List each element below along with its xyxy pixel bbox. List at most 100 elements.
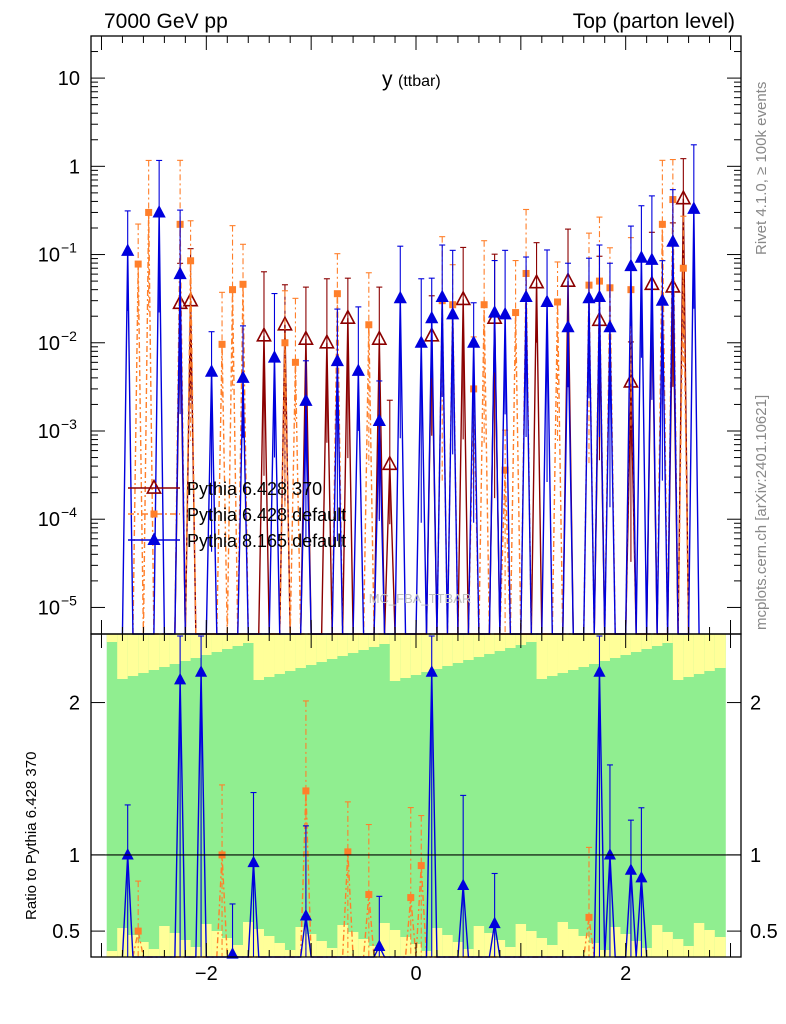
data-point-marker (480, 301, 488, 309)
ratio-uncertainty-band (232, 634, 244, 646)
ratio-uncertainty-band (148, 949, 160, 957)
data-point-marker (318, 333, 335, 349)
data-point-marker (645, 252, 659, 265)
data-point-marker (339, 309, 356, 325)
data-point-marker (291, 358, 299, 366)
y-tick-exponent: −2 (61, 328, 77, 344)
ratio-uncertainty-band (463, 634, 475, 660)
ratio-uncertainty-band (431, 634, 443, 669)
y-tick-label: 1 (69, 156, 80, 178)
data-point-marker (603, 319, 617, 333)
ratio-uncertainty-band (127, 634, 139, 957)
ratio-uncertainty-band (536, 634, 548, 679)
ratio-uncertainty-band (630, 634, 642, 957)
ratio-uncertainty-band (452, 634, 464, 663)
legend-label: Pythia 8.165 default (187, 531, 346, 551)
ratio-uncertainty-band (410, 634, 422, 675)
ratio-uncertainty-band (211, 634, 223, 957)
ratio-uncertainty-band (484, 634, 496, 957)
ratio-line (132, 790, 595, 958)
ratio-uncertainty-band (452, 634, 464, 957)
data-point-marker (666, 234, 680, 247)
ratio-uncertainty-band (159, 634, 171, 667)
ratio-uncertainty-band (609, 927, 621, 957)
data-point-marker (635, 870, 648, 883)
data-point-marker (512, 309, 520, 317)
ratio-uncertainty-band (410, 634, 422, 957)
ratio-uncertainty-band (347, 932, 359, 957)
data-point-marker (239, 280, 247, 288)
ratio-uncertainty-band (316, 634, 328, 957)
ratio-uncertainty-band (148, 634, 160, 957)
ratio-uncertainty-band (494, 940, 506, 957)
ratio-uncertainty-band (557, 634, 569, 673)
data-point-marker (467, 335, 481, 348)
data-point-marker (417, 862, 425, 870)
y-tick-label: 10 (38, 509, 60, 531)
ratio-uncertainty-band (263, 634, 275, 677)
data-point-marker (229, 286, 237, 294)
ratio-uncertainty-band (274, 634, 286, 674)
ratio-uncertainty-band (337, 634, 349, 957)
ratio-uncertainty-band (578, 936, 590, 957)
ratio-uncertainty-band (421, 634, 433, 672)
data-point-marker (152, 205, 166, 218)
ratio-uncertainty-band (547, 945, 559, 957)
data-point-marker (540, 294, 554, 308)
ratio-uncertainty-band (190, 634, 202, 957)
data-point-marker (236, 370, 250, 383)
ratio-uncertainty-band (526, 931, 538, 957)
legend-entry: Pythia 8.165 default (128, 531, 346, 551)
ratio-uncertainty-band (274, 634, 286, 957)
ratio-uncertainty-band (295, 634, 307, 668)
ratio-uncertainty-band (568, 929, 579, 957)
ratio-uncertainty-band (515, 924, 527, 957)
data-point-marker (425, 665, 438, 677)
ratio-uncertainty-band (651, 925, 663, 957)
ratio-uncertainty-band (672, 634, 684, 957)
data-point-marker (134, 927, 142, 935)
data-point-marker (333, 290, 341, 298)
data-point-marker (267, 350, 282, 363)
ratio-y-tick-label: 1 (69, 845, 80, 867)
data-point-marker (145, 208, 153, 216)
ratio-uncertainty-band (536, 634, 548, 957)
ratio-uncertainty-band (379, 634, 391, 644)
ratio-uncertainty-band (180, 634, 192, 661)
data-point-marker (528, 273, 545, 289)
data-point-marker (446, 306, 460, 320)
ratio-uncertainty-band (232, 945, 244, 957)
ratio-uncertainty-band (421, 634, 433, 957)
data-point-marker (147, 532, 161, 546)
data-point-marker (173, 266, 187, 280)
ratio-uncertainty-band (609, 634, 621, 957)
ratio-uncertainty-band (253, 634, 265, 680)
ratio-uncertainty-band (526, 634, 538, 957)
ratio-uncertainty-band (473, 926, 485, 957)
ratio-uncertainty-band (389, 634, 401, 681)
ratio-uncertainty-band (588, 634, 600, 957)
ratio-uncertainty-band (253, 634, 265, 957)
ratio-uncertainty-band (337, 634, 349, 656)
ratio-uncertainty-band (609, 634, 621, 658)
ratio-uncertainty-band (568, 634, 579, 670)
data-point-marker (679, 264, 687, 272)
ratio-uncertainty-band (704, 930, 716, 957)
y-tick-label: 10 (38, 245, 60, 267)
data-point-marker (218, 340, 226, 348)
rivet-version-label: Rivet 4.1.0, ≥ 100k events (753, 82, 770, 255)
data-point-marker (624, 863, 637, 875)
ratio-uncertainty-band (127, 935, 139, 957)
ratio-uncertainty-band (536, 938, 548, 957)
ratio-uncertainty-band (547, 634, 559, 957)
ratio-y-tick-label-right: 2 (750, 693, 761, 715)
data-point-marker (281, 339, 289, 347)
ratio-uncertainty-band (222, 938, 234, 957)
ratio-uncertainty-band (148, 634, 160, 670)
data-point-marker (655, 293, 669, 306)
data-point-marker (247, 855, 260, 868)
data-point-marker (407, 894, 415, 902)
ratio-uncertainty-band (106, 634, 118, 957)
data-point-marker (455, 290, 472, 306)
ratio-uncertainty-band (505, 947, 517, 957)
